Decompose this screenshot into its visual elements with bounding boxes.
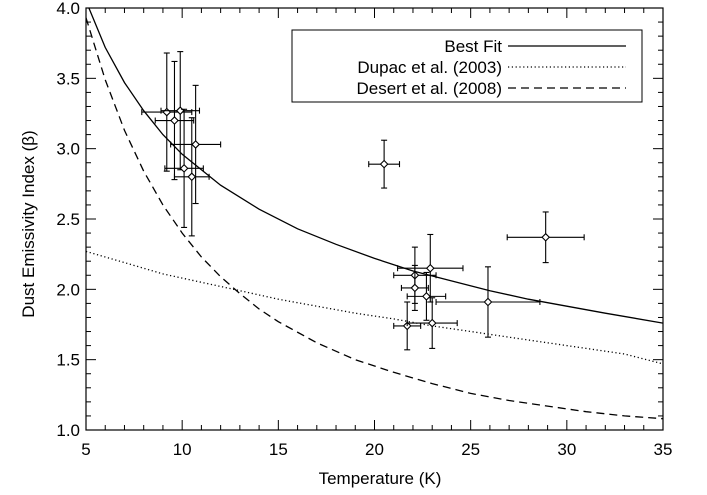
data-point [506,211,585,264]
axes [85,7,664,431]
legend-box [291,29,643,103]
data-point [406,271,447,321]
diamond-marker [483,297,493,307]
data-point [173,117,210,237]
series-line-solid [88,8,663,324]
x-tick-label: 20 [365,440,384,459]
x-tick-label: 25 [461,440,480,459]
diamond-marker [170,116,179,125]
legend-label: Dupac et al. (2003) [357,58,502,77]
data-point [397,233,464,303]
x-tick-label: 35 [654,440,673,459]
diamond-marker [379,159,389,169]
data-point [368,139,401,189]
legend: Best Fit Dupac et al. (2003) Desert et al.… [291,29,643,103]
x-tick-label: 15 [269,440,288,459]
legend-label: Desert et al. (2008) [356,79,502,98]
series-line-dotted [86,250,663,365]
diamond-marker [191,140,201,149]
data-points [141,51,585,351]
diamond-marker [179,163,189,173]
y-tick-label: 2.5 [56,210,80,229]
tick-labels: 5 10 15 20 25 30 35 1.0 1.5 2.0 2.5 3.0 3.5 4.0 [56,0,672,459]
diamond-marker [427,318,437,328]
x-axis-title: Temperature (K) [319,469,442,488]
x-tick-label: 5 [81,440,90,459]
curve-group [86,8,663,420]
diamond-marker [422,291,431,301]
data-point [164,108,204,228]
data-point [400,264,429,311]
diamond-marker [187,172,197,182]
y-tick-label: 3.0 [56,140,80,159]
fit-curves [86,8,663,420]
legend-label: Best Fit [444,37,502,56]
data-point [154,60,195,181]
data-point [406,297,458,349]
diamond-marker [410,283,420,293]
y-tick-label: 4.0 [56,0,80,18]
y-axis-title: Dust Emissivity Index (β) [19,130,38,317]
y-tick-label: 2.0 [56,280,80,299]
diamond-marker [541,232,551,242]
y-tick-label: 1.5 [56,351,80,370]
diamond-marker [162,107,172,117]
y-tick-label: 1.0 [56,421,80,440]
series-line-dashed [86,17,663,420]
diamond-marker [425,263,435,273]
x-tick-label: 10 [173,440,192,459]
diamond-marker [175,106,185,116]
x-tick-label: 30 [557,440,576,459]
data-point [435,266,541,338]
y-tick-label: 3.5 [56,69,80,88]
data-point [170,84,222,205]
